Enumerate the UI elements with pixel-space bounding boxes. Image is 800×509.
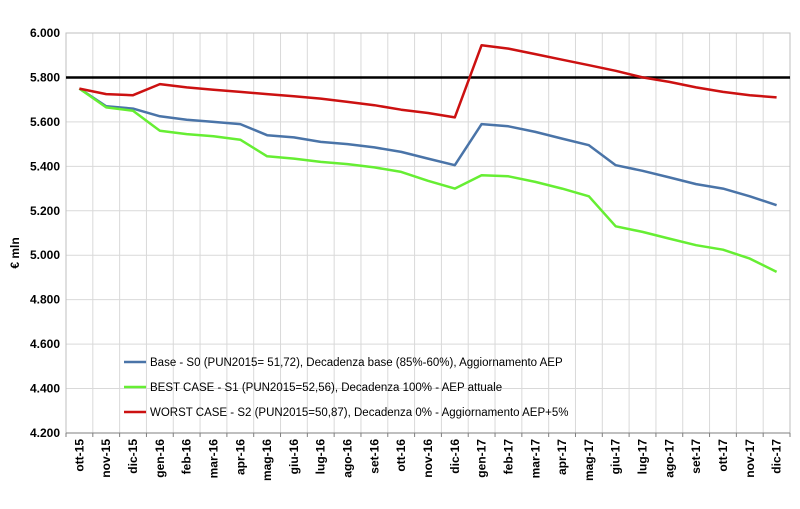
x-tick-label: lug-17 — [636, 439, 650, 475]
y-tick-label: 5.600 — [30, 115, 60, 129]
y-tick-label: 4.400 — [30, 382, 60, 396]
x-tick-label: ago-17 — [662, 439, 676, 478]
y-tick-label: 4.600 — [30, 337, 60, 351]
series-line-0 — [78, 87, 777, 207]
x-tick-label: ott-16 — [394, 439, 408, 472]
x-tick-label: ago-16 — [341, 439, 355, 478]
x-tick-label: ott-17 — [716, 439, 730, 472]
x-tick-label: giu-16 — [287, 439, 301, 475]
y-tick-label: 5.200 — [30, 204, 60, 218]
x-tick-label: mag-17 — [582, 439, 596, 481]
x-tick-label: dic-15 — [126, 439, 140, 474]
x-tick-label: ott-15 — [72, 439, 86, 472]
x-tick-label: nov-17 — [743, 439, 757, 478]
legend-entry-2: WORST CASE - S2 (PUN2015=50,87), Decaden… — [150, 407, 568, 419]
x-tick-label: giu-17 — [609, 439, 623, 475]
x-tick-label: feb-16 — [180, 439, 194, 475]
series-lines — [78, 43, 778, 274]
x-tick-label: mar-17 — [528, 439, 542, 479]
x-tick-label: mar-16 — [206, 439, 220, 479]
series-line-1 — [78, 87, 778, 274]
x-tick-label: mag-16 — [260, 439, 274, 481]
x-tick-label: dic-17 — [770, 439, 784, 474]
y-tick-label: 4.200 — [30, 426, 60, 440]
legend-entry-1: BEST CASE - S1 (PUN2015=52,56), Decadenz… — [150, 382, 502, 394]
x-tick-label: gen-17 — [475, 439, 489, 478]
x-axis-ticks: ott-15 nov-15 dic-15 gen-16 feb-16 mar-16 apr-… — [72, 439, 783, 481]
x-tick-label: gen-16 — [153, 439, 167, 478]
y-tick-label: 6.000 — [30, 26, 60, 40]
legend: Base - S0 (PUN2015= 51,72), Decadenza ba… — [124, 357, 568, 419]
x-tick-label: nov-16 — [421, 439, 435, 478]
y-tick-label: 4.800 — [30, 293, 60, 307]
x-tick-label: feb-17 — [501, 439, 515, 475]
y-axis-label: € mln — [8, 237, 22, 268]
series-line-2 — [79, 43, 777, 119]
x-tick-label: set-16 — [367, 439, 381, 474]
x-tick-label: dic-16 — [448, 439, 462, 474]
x-tick-label: lug-16 — [314, 439, 328, 475]
legend-entry-0: Base - S0 (PUN2015= 51,72), Decadenza ba… — [150, 357, 563, 369]
x-axis — [65, 432, 791, 437]
y-tick-label: 5.000 — [30, 248, 60, 262]
x-tick-label: apr-16 — [233, 439, 247, 475]
y-axis-ticks: 4.200 4.400 4.600 4.800 5.000 5.200 5.400 5.600… — [30, 26, 60, 440]
x-tick-label: set-17 — [689, 439, 703, 474]
y-tick-label: 5.400 — [30, 159, 60, 173]
y-tick-label: 5.800 — [30, 70, 60, 84]
x-tick-label: apr-17 — [555, 439, 569, 475]
x-tick-label: nov-15 — [99, 439, 113, 478]
